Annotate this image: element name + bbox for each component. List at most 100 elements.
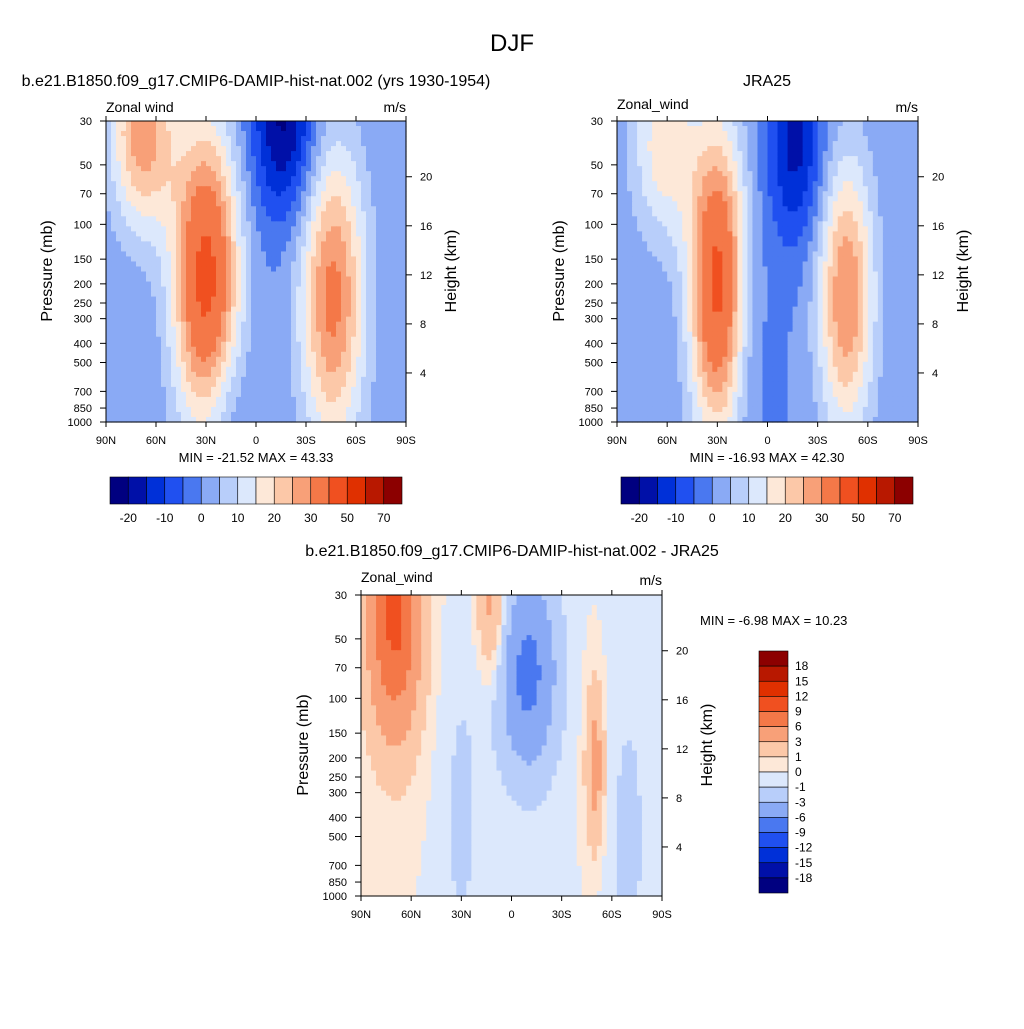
field-cell [276,362,282,368]
field-cell [391,367,397,373]
field-cell [788,226,794,232]
field-cell [136,327,142,333]
field-cell [156,191,162,197]
field-cell [778,131,784,137]
field-cell [712,211,718,217]
field-cell [231,206,237,212]
field-cell [848,141,854,147]
field-cell [116,397,122,403]
field-cell [732,226,738,232]
field-cell [677,121,683,127]
colorbar-swatch [147,477,165,504]
field-cell [261,121,267,127]
field-cell [281,261,287,267]
field-cell [773,226,779,232]
field-cell [206,126,212,132]
field-cell [361,357,367,363]
field-cell [883,131,889,137]
field-cell [191,241,197,247]
field-cell [251,176,257,182]
field-cell [201,337,207,343]
field-cell [306,407,312,413]
field-cell [627,166,633,172]
field-cell [878,211,884,217]
field-cell [216,337,222,343]
field-cell [798,191,804,197]
field-cell [732,201,738,207]
field-cell [186,216,192,222]
field-cell [251,392,257,398]
field-cell [106,327,112,333]
field-cell [306,272,312,278]
field-cell [251,251,257,257]
field-cell [858,151,864,157]
field-cell [191,196,197,202]
field-cell [381,402,387,408]
field-cell [296,196,302,202]
field-cell [366,352,372,358]
field-cell [216,241,222,247]
field-cell [156,141,162,147]
field-cell [692,121,698,127]
field-cell [336,256,342,262]
field-cell [737,216,743,222]
field-cell [266,201,272,207]
field-cell [883,141,889,147]
field-cell [306,277,312,283]
field-cell [642,121,648,127]
colorbar-label: 30 [304,511,318,525]
field-cell [306,297,312,303]
field-cell [201,317,207,323]
field-cell [622,186,628,192]
field-cell [146,312,152,318]
field-cell [286,171,292,177]
field-cell [221,372,227,378]
field-cell [672,181,678,187]
field-cell [391,362,397,368]
field-cell [296,166,302,172]
field-cell [266,161,272,167]
field-cell [291,251,297,257]
field-cell [161,377,167,383]
field-cell [366,277,372,283]
field-cell [241,342,247,348]
field-cell [306,141,312,147]
y2-tick-label: 16 [420,221,432,233]
field-cell [376,236,382,242]
y-tick-label: 70 [80,189,92,201]
field-cell [241,186,247,192]
field-cell [356,211,362,217]
field-cell [281,402,287,408]
field-cell [742,201,748,207]
field-cell [196,121,202,127]
field-cell [196,382,202,388]
field-cell [697,191,703,197]
field-cell [326,176,332,182]
field-cell [236,272,242,278]
field-cell [868,221,874,227]
field-cell [271,322,277,328]
field-cell [356,312,362,318]
field-cell [647,161,653,167]
field-cell [386,151,392,157]
field-cell [281,292,287,298]
field-cell [311,367,317,373]
field-cell [311,176,317,182]
field-cell [301,382,307,388]
field-cell [301,131,307,137]
field-cell [156,392,162,398]
field-cell [141,277,147,283]
field-cell [672,136,678,142]
field-cell [236,221,242,227]
field-cell [176,181,182,187]
field-cell [226,277,232,283]
field-cell [853,156,859,162]
field-cell [757,211,763,217]
field-cell [647,216,653,222]
field-cell [843,216,849,222]
field-cell [241,256,247,262]
field-cell [768,151,774,157]
field-cell [291,136,297,142]
field-cell [642,181,648,187]
field-cell [326,261,332,267]
